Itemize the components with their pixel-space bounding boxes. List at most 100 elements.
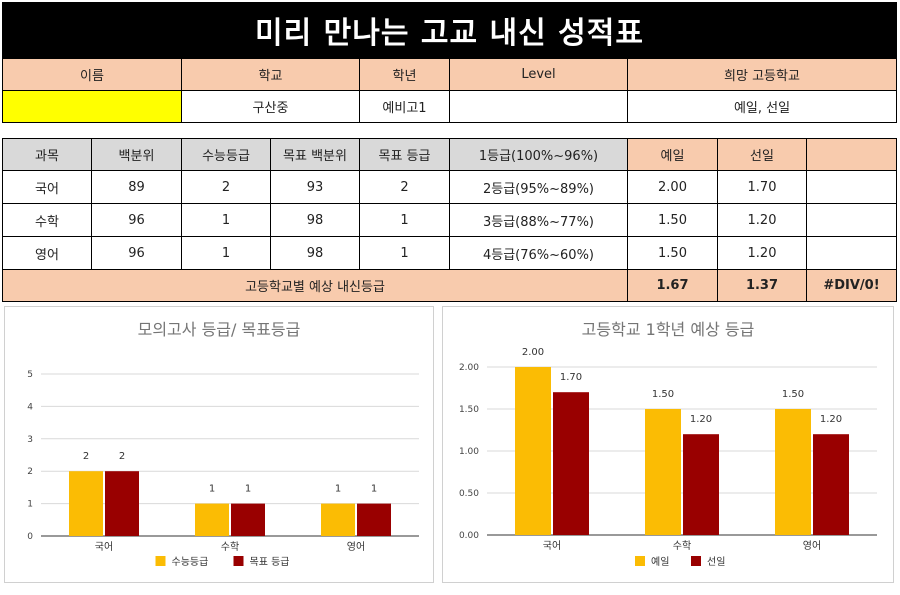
grades-table: 과목 백분위 수능등급 목표 백분위 목표 등급 1등급(100%~96%) 예… [2,138,897,302]
y-tick-label: 0.50 [459,489,479,499]
chart-legend: 예일 선일 [635,556,725,568]
header-name: 이름 [2,58,182,91]
subject-cell: 수학 [2,203,92,237]
expected-error-value: #DIV/0! [806,269,897,302]
table-row: 영어 96 1 98 1 4등급(76%~60%) 1.50 1.20 [2,236,897,270]
bar [645,409,681,535]
percentile-cell[interactable]: 96 [91,236,182,270]
target-percentile-cell[interactable]: 98 [270,203,360,237]
y-tick-label: 1 [27,500,33,510]
bar [105,471,139,536]
expected-grade-chart[interactable]: 고등학교 1학년 예상 등급 0.00 0.50 1.00 1.50 2.00 2.00 1.… [442,306,894,583]
header-level: Level [449,58,628,91]
name-cell[interactable] [2,90,182,123]
header-school: 학교 [181,58,360,91]
legend-swatch [691,556,701,566]
chart-title: 고등학교 1학년 예상 등급 [582,320,755,339]
seonil-cell[interactable]: 1.70 [717,170,807,204]
grade-scale-1: 1등급(100%~96%) [449,138,628,171]
legend-swatch [635,556,645,566]
bar [321,503,355,536]
legend-label: 수능등급 [172,556,209,568]
header-seonil: 선일 [717,138,807,171]
data-label: 1.50 [782,389,804,400]
legend-label: 선일 [707,556,725,568]
bar [775,409,811,535]
header-target-school: 희망 고등학교 [627,58,897,91]
school-cell[interactable]: 구산중 [181,90,360,123]
grade-scale-cell: 4등급(76%~60%) [449,236,628,270]
percentile-cell[interactable]: 89 [91,170,182,204]
grade-scale-cell: 2등급(95%~89%) [449,170,628,204]
category-label: 영어 [803,540,821,552]
csat-grade-cell[interactable]: 1 [181,203,271,237]
mock-exam-chart[interactable]: 모의고사 등급/ 목표등급 0 1 2 3 4 5 2 2 국어 1 1 수학 1 1 영어 수능등급 목표 등급 [4,306,434,583]
y-tick-label: 1.50 [459,405,479,415]
empty-cell[interactable] [806,203,897,237]
y-tick-label: 0 [27,532,33,542]
empty-cell[interactable] [806,236,897,270]
bar [195,503,229,536]
target-grade-cell[interactable]: 1 [359,236,450,270]
target-percentile-cell[interactable]: 93 [270,170,360,204]
sheet-title: 미리 만나는 고교 내신 성적표 [2,2,897,58]
y-tick-label: 5 [27,370,33,380]
category-label: 국어 [543,540,561,552]
header-percentile: 백분위 [91,138,182,171]
table-row: 수학 96 1 98 1 3등급(88%~77%) 1.50 1.20 [2,203,897,237]
empty-cell[interactable] [806,170,897,204]
bar [357,503,391,536]
target-school-cell[interactable]: 예일, 선일 [627,90,897,123]
header-target-grade: 목표 등급 [359,138,450,171]
yeil-cell[interactable]: 1.50 [627,203,718,237]
header-target-percentile: 목표 백분위 [270,138,360,171]
category-label: 수학 [673,540,691,552]
target-percentile-cell[interactable]: 98 [270,236,360,270]
chart-legend: 수능등급 목표 등급 [155,556,290,568]
yeil-cell[interactable]: 2.00 [627,170,718,204]
subject-cell: 국어 [2,170,92,204]
y-tick-label: 2.00 [459,363,479,373]
seonil-cell[interactable]: 1.20 [717,236,807,270]
category-label: 국어 [95,541,113,553]
data-label: 1.20 [690,414,712,425]
data-label: 1 [209,484,215,495]
header-yeil: 예일 [627,138,718,171]
category-label: 영어 [347,541,365,553]
header-subject: 과목 [2,138,92,171]
csat-grade-cell[interactable]: 1 [181,236,271,270]
expected-grade-label: 고등학교별 예상 내신등급 [2,269,628,302]
expected-seonil-value: 1.37 [717,269,807,302]
target-grade-cell[interactable]: 1 [359,203,450,237]
header-empty [806,138,897,171]
data-label: 1 [245,484,251,495]
data-label: 2 [119,451,125,462]
header-csat-grade: 수능등급 [181,138,271,171]
data-label: 1.70 [560,372,582,383]
y-tick-label: 4 [27,402,33,412]
level-cell[interactable] [449,90,628,123]
legend-label: 목표 등급 [250,556,290,568]
header-grade-year: 학년 [359,58,450,91]
seonil-cell[interactable]: 1.20 [717,203,807,237]
bar [813,434,849,535]
data-label: 1.50 [652,389,674,400]
subject-cell: 영어 [2,236,92,270]
expected-grade-chart-svg: 고등학교 1학년 예상 등급 0.00 0.50 1.00 1.50 2.00 2.00 1.… [459,320,877,568]
yeil-cell[interactable]: 1.50 [627,236,718,270]
bar [231,503,265,536]
bar [69,471,103,536]
data-label: 1 [371,484,377,495]
y-tick-label: 0.00 [459,531,479,541]
csat-grade-cell[interactable]: 2 [181,170,271,204]
y-tick-label: 3 [27,435,33,445]
percentile-cell[interactable]: 96 [91,203,182,237]
y-tick-label: 1.00 [459,447,479,457]
target-grade-cell[interactable]: 2 [359,170,450,204]
grade-year-cell[interactable]: 예비고1 [359,90,450,123]
bar [553,392,589,535]
legend-swatch [233,556,244,566]
legend-swatch [155,556,166,566]
grade-scale-cell: 3등급(88%~77%) [449,203,628,237]
